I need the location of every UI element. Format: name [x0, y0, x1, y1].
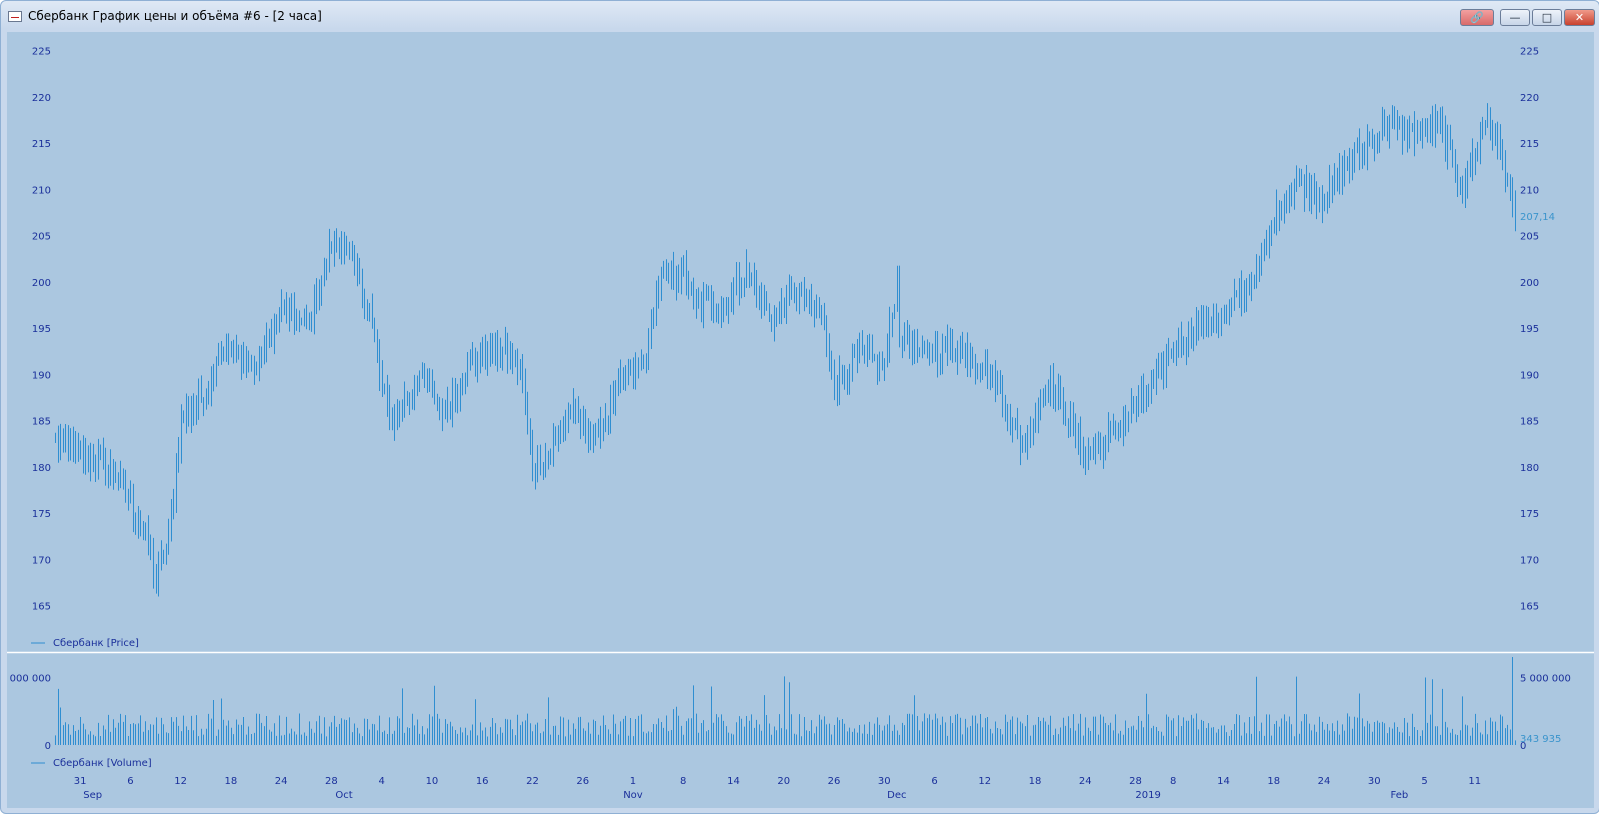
- x-axis-day-label: 8: [680, 776, 686, 787]
- price-axis-left-tick: 200: [32, 278, 51, 289]
- x-axis-day-label: 14: [727, 776, 740, 787]
- price-axis-left-tick: 190: [32, 370, 51, 381]
- x-axis-day-label: 16: [476, 776, 489, 787]
- price-axis-right-tick: 205: [1520, 232, 1539, 243]
- minimize-button[interactable]: —: [1500, 9, 1530, 26]
- x-axis-day-label: 5: [1421, 776, 1427, 787]
- price-axis-left-tick: 175: [32, 509, 51, 520]
- price-axis-right-tick: 215: [1520, 139, 1539, 150]
- price-axis-right-tick: 225: [1520, 47, 1539, 58]
- link-button[interactable]: 🔗: [1460, 9, 1494, 26]
- price-axis-right-tick: 195: [1520, 324, 1539, 335]
- x-axis-day-label: 18: [225, 776, 238, 787]
- x-axis-day-label: 1: [630, 776, 636, 787]
- close-button[interactable]: ✕: [1564, 9, 1595, 26]
- maximize-button[interactable]: □: [1532, 9, 1562, 26]
- window-title: Сбербанк График цены и объёма #6 - [2 ча…: [28, 9, 322, 23]
- x-axis-day-label: 18: [1267, 776, 1280, 787]
- price-axis-left-tick: 170: [32, 555, 51, 566]
- price-axis-right-tick: 185: [1520, 417, 1539, 428]
- volume-axis-left-tick: 5 000 000: [7, 673, 51, 684]
- price-axis-left-tick: 205: [32, 232, 51, 243]
- x-axis-day-label: 4: [378, 776, 384, 787]
- x-axis-day-label: 26: [828, 776, 841, 787]
- price-axis-left-tick: 165: [32, 602, 51, 613]
- x-axis-day-label: 8: [1170, 776, 1176, 787]
- last-volume-label: 343 935: [1520, 734, 1561, 745]
- price-axis-left-tick: 185: [32, 417, 51, 428]
- price-axis-right-tick: 200: [1520, 278, 1539, 289]
- x-axis-day-label: 12: [174, 776, 187, 787]
- last-price-label: 207,14: [1520, 212, 1555, 223]
- chart-app-icon: [8, 11, 22, 22]
- x-axis-day-label: 30: [878, 776, 891, 787]
- x-axis-day-label: 28: [325, 776, 338, 787]
- title-bar[interactable]: Сбербанк График цены и объёма #6 - [2 ча…: [1, 1, 1599, 32]
- x-axis-day-label: 12: [978, 776, 991, 787]
- chart-area[interactable]: 165 165 170 170 175 175 180 180 185 185 190 190 195 1…: [7, 32, 1594, 808]
- price-axis-right-tick: 175: [1520, 509, 1539, 520]
- x-axis-day-label: 14: [1217, 776, 1230, 787]
- x-axis-day-label: 28: [1129, 776, 1142, 787]
- x-axis-day-label: 6: [931, 776, 937, 787]
- price-legend-label: Сбербанк [Price]: [53, 638, 139, 649]
- x-axis-day-label: 26: [576, 776, 589, 787]
- x-axis-day-label: 22: [526, 776, 539, 787]
- x-axis-day-label: 20: [777, 776, 790, 787]
- x-axis-month-label: Nov: [623, 790, 643, 801]
- price-axis-right-tick: 180: [1520, 463, 1539, 474]
- x-axis-day-label: 24: [1318, 776, 1331, 787]
- x-axis-day-label: 6: [127, 776, 133, 787]
- price-axis-right-tick: 190: [1520, 370, 1539, 381]
- price-axis-right-tick: 210: [1520, 185, 1539, 196]
- price-axis-right-tick: 220: [1520, 93, 1539, 104]
- price-axis-right-tick: 170: [1520, 555, 1539, 566]
- price-axis-left-tick: 220: [32, 93, 51, 104]
- x-axis-day-label: 24: [1079, 776, 1092, 787]
- x-axis-day-label: 30: [1368, 776, 1381, 787]
- x-axis-day-label: 31: [74, 776, 87, 787]
- x-axis-month-label: Oct: [335, 790, 352, 801]
- price-axis-left-tick: 195: [32, 324, 51, 335]
- x-axis-day-label: 24: [275, 776, 288, 787]
- volume-legend-label: Сбербанк [Volume]: [53, 758, 152, 769]
- volume-axis-right-tick: 0: [1520, 741, 1526, 752]
- x-axis-month-label: Sep: [83, 790, 102, 801]
- volume-axis-right-tick: 5 000 000: [1520, 673, 1571, 684]
- x-axis-month-label: Feb: [1391, 790, 1409, 801]
- x-axis-day-label: 18: [1029, 776, 1042, 787]
- price-axis-left-tick: 215: [32, 139, 51, 150]
- volume-axis-left-tick: 0: [45, 741, 51, 752]
- x-axis-month-label: Dec: [887, 790, 906, 801]
- price-axis-left-tick: 180: [32, 463, 51, 474]
- x-axis-day-label: 10: [426, 776, 439, 787]
- price-axis-left-tick: 225: [32, 47, 51, 58]
- price-axis-left-tick: 210: [32, 185, 51, 196]
- price-axis-right-tick: 165: [1520, 602, 1539, 613]
- x-axis-day-label: 11: [1468, 776, 1481, 787]
- x-axis-month-label: 2019: [1135, 790, 1160, 801]
